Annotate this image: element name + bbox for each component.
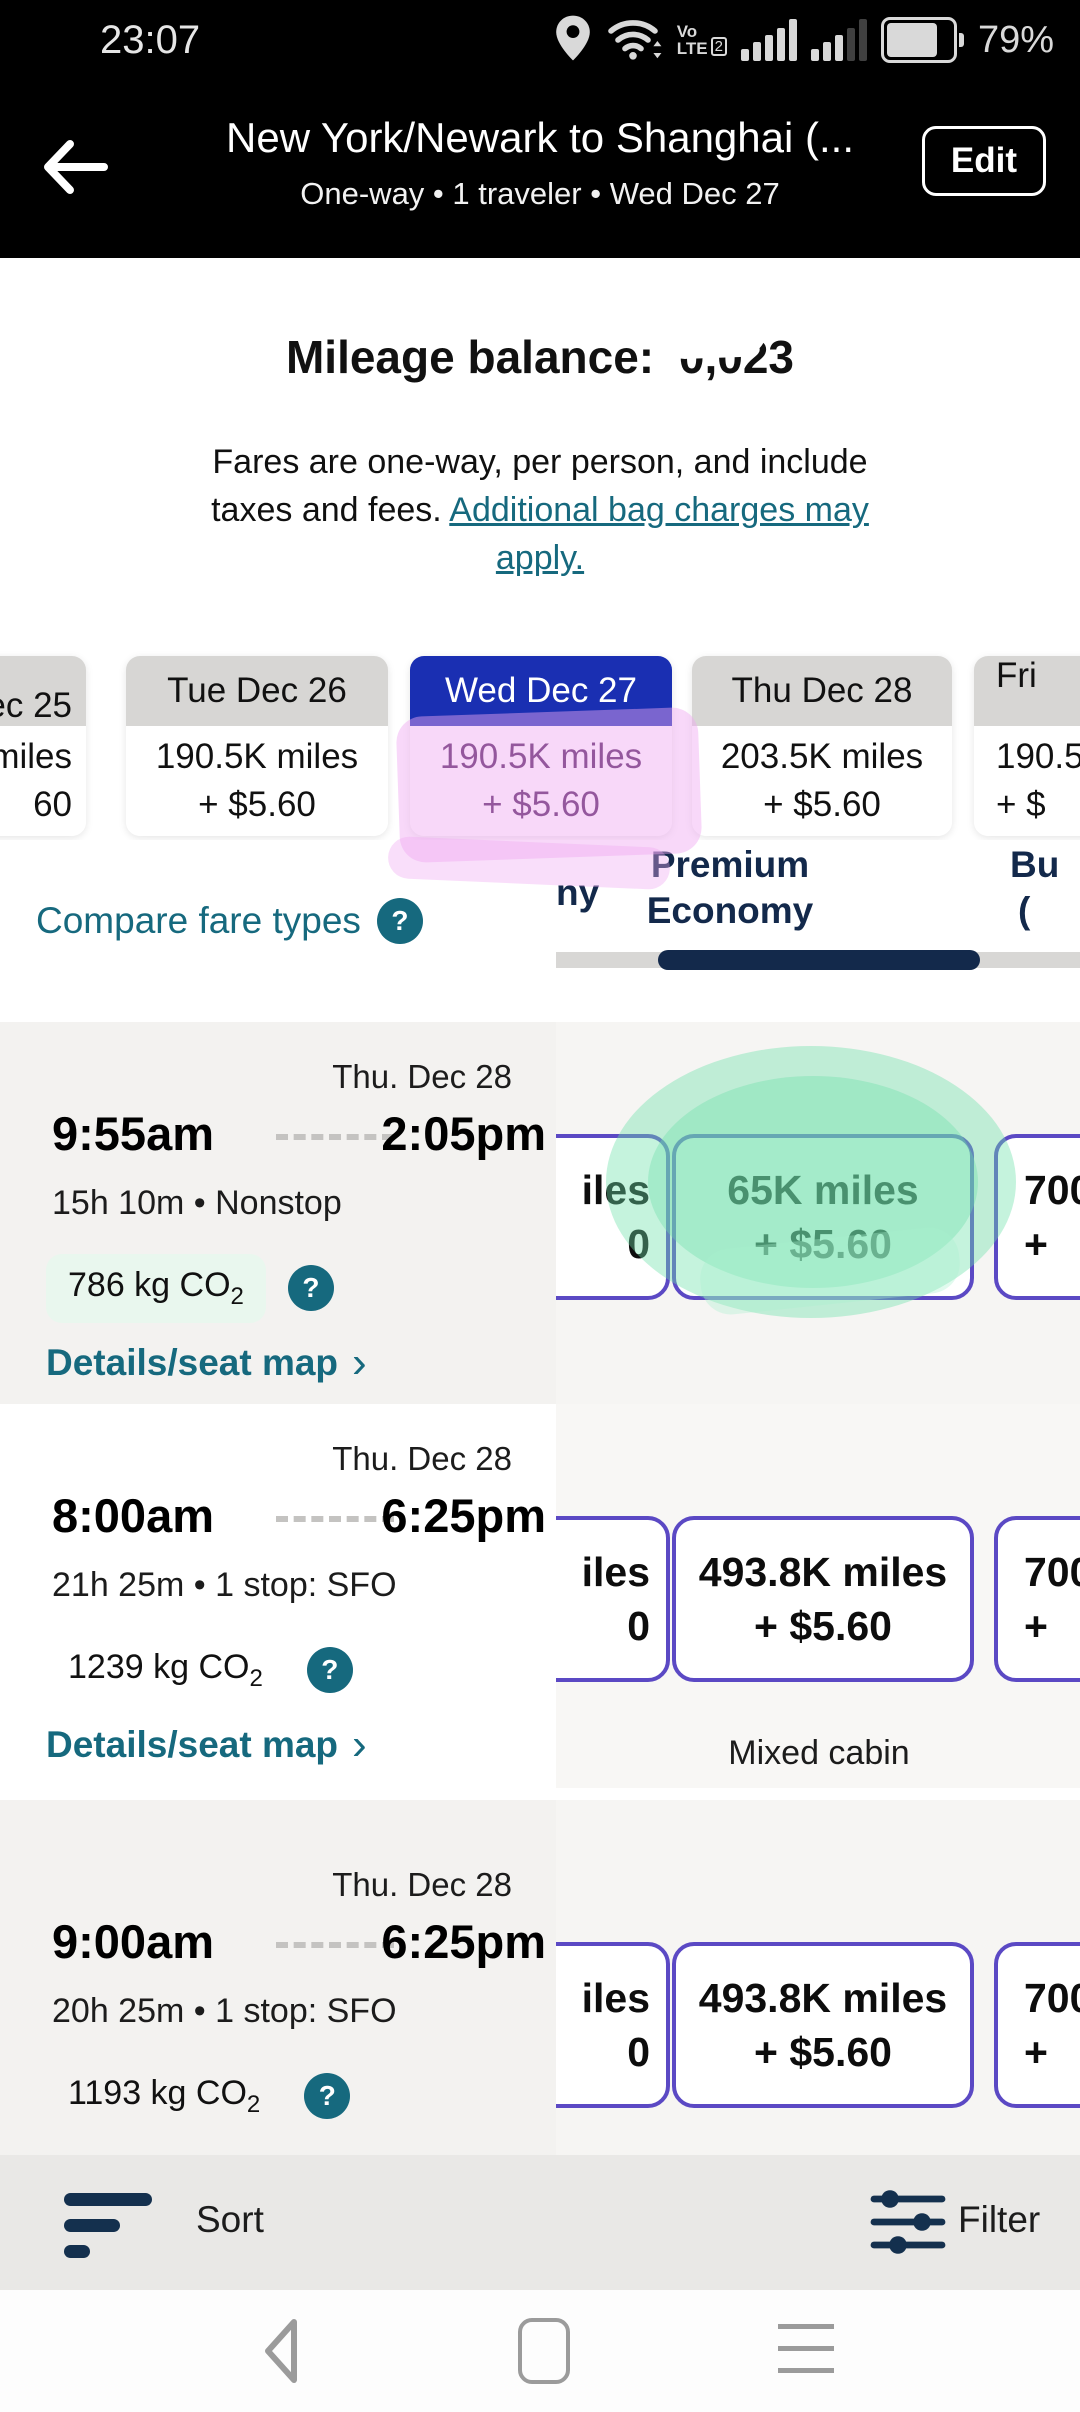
signal-bars-sim2-icon (810, 19, 867, 61)
duration-stops: 15h 10m • Nonstop (52, 1184, 342, 1222)
fare-note-text: Fares are one-way, per person, and inclu… (211, 443, 868, 529)
volte-icon: Vo LTE 2 (677, 23, 727, 57)
tab-business[interactable]: Bu ( (1010, 844, 1060, 931)
compare-fare-types-link[interactable]: Compare fare types ? (36, 898, 423, 944)
battery-percent: 79% (977, 18, 1054, 61)
status-bar: 23:07 Vo LTE 2 (0, 0, 1080, 78)
signal-bars-sim1-icon (740, 19, 797, 61)
fare-button-business[interactable]: 700+ (994, 1516, 1080, 1682)
location-pin-icon (553, 14, 593, 67)
nav-recents-icon[interactable] (778, 2324, 834, 2373)
chevron-right-icon: › (352, 1720, 367, 1769)
help-icon[interactable]: ? (306, 1647, 353, 1694)
date-tab-dec29[interactable]: Fri 190.5 + $ (974, 656, 1080, 836)
flight-date: Thu. Dec 28 (332, 1440, 512, 1477)
fare-button-premium-economy[interactable]: 493.8K miles + $5.60 (672, 1516, 974, 1682)
edit-button[interactable]: Edit (921, 126, 1046, 196)
co2-badge: 1193 kg CO2 (68, 2074, 261, 2118)
departure-time: 8:00am (52, 1489, 214, 1542)
clock: 23:07 (100, 18, 201, 62)
mileage-balance: Mileage balance: 0,023 (0, 289, 1080, 384)
co2-badge: 1239 kg CO2 (68, 1648, 263, 1692)
cabin-tab-bar: Compare fare types ? ny Premium Economy … (0, 840, 1080, 980)
fare-button-business[interactable]: 700+ (994, 1134, 1080, 1300)
page-title: New York/Newark to Shanghai (... (226, 114, 854, 161)
arrival-time: 6:25pm (381, 1489, 546, 1542)
date-tab-dec28[interactable]: Thu Dec 28 203.5K miles + $5.60 (692, 656, 952, 836)
flight-date: Thu. Dec 28 (332, 1866, 512, 1903)
sort-icon[interactable] (64, 2193, 152, 2258)
flight-date: Thu. Dec 28 (332, 1058, 512, 1095)
mileage-balance-value: 0,023 (655, 289, 798, 384)
nav-back-icon[interactable] (258, 2316, 302, 2391)
date-tab-dec26[interactable]: Tue Dec 26 190.5K miles + $5.60 (126, 656, 388, 836)
details-seat-map-link[interactable]: Details/seat map › (46, 1720, 367, 1769)
fare-note: Fares are one-way, per person, and inclu… (210, 438, 870, 582)
battery-icon (880, 17, 964, 63)
route-dashes (276, 1516, 394, 1522)
date-tab-dec27-selected[interactable]: Wed Dec 27 190.5K miles + $5.60 (410, 656, 672, 836)
tab-premium-economy[interactable]: Premium Economy (646, 844, 814, 931)
help-icon[interactable]: ? (376, 898, 423, 944)
mixed-cabin-label: Mixed cabin (728, 1734, 910, 1772)
duration-stops: 20h 25m • 1 stop: SFO (52, 1992, 397, 2030)
back-button[interactable] (38, 136, 110, 198)
filter-icon[interactable] (868, 2185, 948, 2264)
redaction-scribble (707, 289, 798, 335)
trip-summary: One-way • 1 traveler • Wed Dec 27 (300, 176, 780, 211)
route-dashes (276, 1134, 394, 1140)
chevron-right-icon: › (352, 1338, 367, 1387)
details-seat-map-link[interactable]: Details/seat map › (46, 1338, 367, 1387)
nav-home-icon[interactable] (518, 2318, 570, 2384)
app-header: New York/Newark to Shanghai (... One-way… (0, 78, 1080, 258)
arrival-time: 2:05pm (381, 1107, 546, 1160)
fare-button-premium-economy[interactable]: 65K miles + $5.60 (672, 1134, 974, 1300)
cabin-tab-active-indicator (658, 950, 980, 970)
arrival-time: 6:25pm (381, 1915, 546, 1968)
status-icons: Vo LTE 2 79% (553, 14, 1054, 66)
sort-button[interactable]: Sort (196, 2199, 264, 2240)
row-separator (0, 1788, 1080, 1800)
wifi-icon (607, 15, 663, 66)
help-icon[interactable]: ? (287, 1265, 334, 1312)
route-dashes (276, 1942, 394, 1948)
sort-filter-bar: Sort Filter (0, 2155, 1080, 2290)
flight-info-panel: Thu. Dec 28 8:00am 6:25pm 21h 25m • 1 st… (0, 1404, 556, 1788)
help-icon[interactable]: ? (304, 2073, 351, 2120)
departure-time: 9:00am (52, 1915, 214, 1968)
fare-button-premium-economy[interactable]: 493.8K miles + $5.60 (672, 1942, 974, 2108)
duration-stops: 21h 25m • 1 stop: SFO (52, 1566, 397, 1604)
filter-button[interactable]: Filter (958, 2199, 1041, 2240)
flight-info-panel: Thu. Dec 28 9:55am 2:05pm 15h 10m • Nons… (0, 1022, 556, 1404)
mileage-balance-label: Mileage balance: (285, 331, 655, 383)
android-nav-bar (0, 2290, 1080, 2412)
co2-badge: 786 kg CO2 (46, 1254, 266, 1323)
tab-economy[interactable]: ny (556, 872, 600, 913)
bag-charges-link[interactable]: Additional bag charges may apply. (449, 491, 869, 577)
departure-time: 9:55am (52, 1107, 214, 1160)
fare-button-business[interactable]: 700+ (994, 1942, 1080, 2108)
